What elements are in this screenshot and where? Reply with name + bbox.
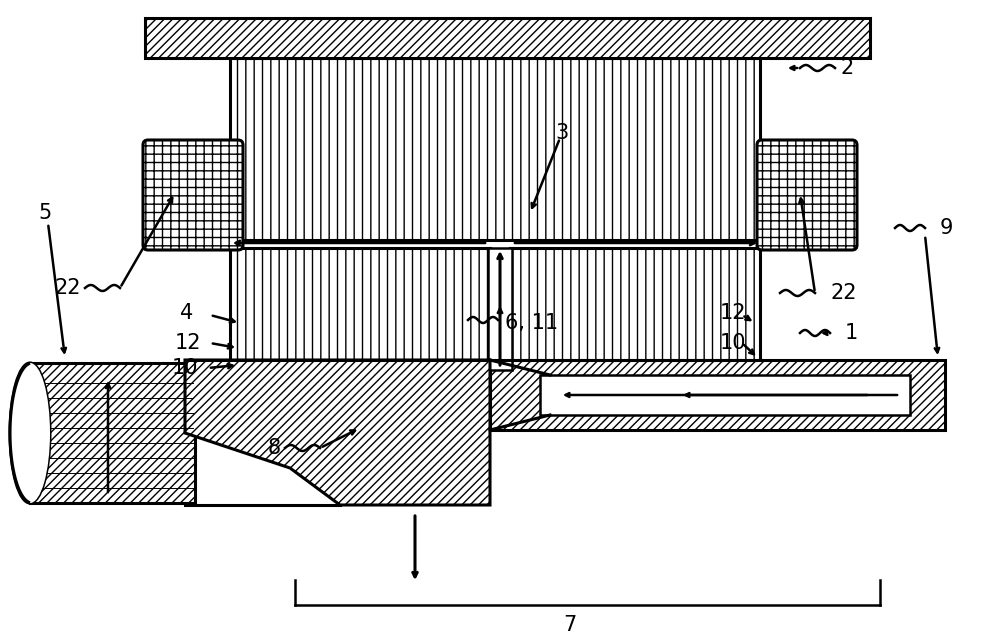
Text: 2: 2 xyxy=(840,58,853,78)
Text: 6, 11: 6, 11 xyxy=(505,313,558,333)
Text: 12: 12 xyxy=(175,333,202,353)
Bar xyxy=(490,360,945,430)
Text: 10: 10 xyxy=(720,333,746,353)
Text: 22: 22 xyxy=(830,283,856,303)
Text: 12: 12 xyxy=(720,303,746,323)
Ellipse shape xyxy=(10,363,50,503)
Text: 22: 22 xyxy=(55,278,82,298)
Text: 7: 7 xyxy=(563,615,577,635)
Text: 8: 8 xyxy=(268,438,281,458)
Bar xyxy=(510,248,760,370)
FancyBboxPatch shape xyxy=(143,140,243,250)
Text: 1: 1 xyxy=(845,323,858,343)
Ellipse shape xyxy=(10,363,50,503)
Bar xyxy=(230,58,760,240)
Text: 9: 9 xyxy=(940,218,953,238)
Text: 10: 10 xyxy=(172,358,198,378)
FancyBboxPatch shape xyxy=(757,140,857,250)
Bar xyxy=(540,375,910,415)
Bar xyxy=(145,18,870,58)
Text: 4: 4 xyxy=(180,303,193,323)
Text: 3: 3 xyxy=(555,123,568,143)
Polygon shape xyxy=(185,360,490,505)
Bar xyxy=(230,248,490,370)
Bar xyxy=(488,248,512,370)
Text: 5: 5 xyxy=(38,203,51,223)
Bar xyxy=(30,363,195,503)
